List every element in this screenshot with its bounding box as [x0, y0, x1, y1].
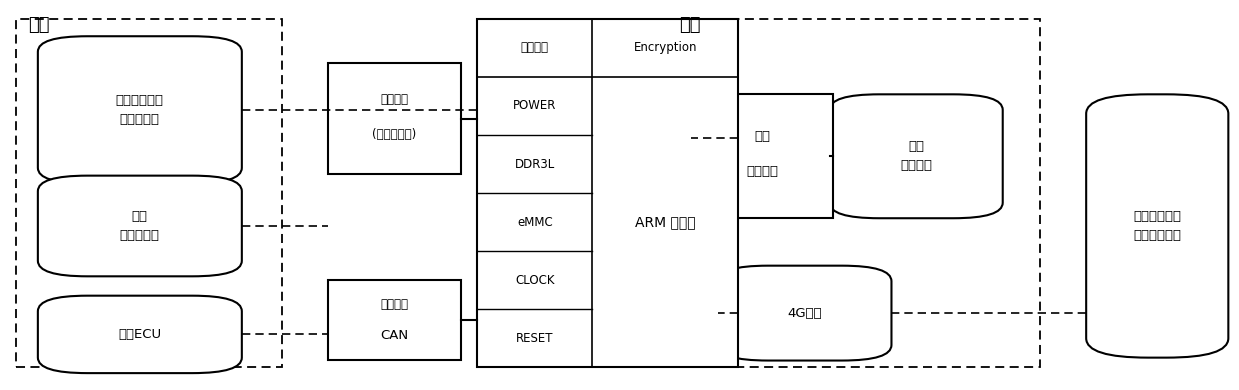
- FancyBboxPatch shape: [38, 176, 242, 277]
- Text: 输出: 输出: [679, 16, 700, 34]
- Text: 汽车: 汽车: [131, 210, 147, 223]
- Text: CLOCK: CLOCK: [515, 274, 555, 287]
- Text: (发电机信号): (发电机信号): [373, 128, 416, 140]
- FancyBboxPatch shape: [328, 63, 461, 174]
- FancyBboxPatch shape: [830, 94, 1002, 218]
- FancyBboxPatch shape: [719, 266, 892, 360]
- Text: 输入: 输入: [28, 16, 50, 34]
- Text: （摄像头）: （摄像头）: [120, 113, 160, 126]
- FancyBboxPatch shape: [38, 296, 242, 373]
- Text: 开关信号: 开关信号: [380, 93, 409, 106]
- Text: ARM 处理器: ARM 处理器: [634, 215, 695, 229]
- Text: 核心模块: 核心模块: [520, 41, 549, 54]
- Text: 本地: 本地: [908, 140, 924, 153]
- Text: （手机终端）: （手机终端）: [1134, 229, 1181, 242]
- Text: Encryption: Encryption: [633, 41, 698, 54]
- FancyBboxPatch shape: [1087, 94, 1228, 358]
- Text: POWER: POWER: [513, 99, 556, 112]
- Text: 示警装置: 示警装置: [901, 160, 932, 172]
- Text: 发动机关闭: 发动机关闭: [120, 229, 160, 242]
- Text: 控制电路: 控制电路: [746, 165, 778, 178]
- Text: 信息收集装置: 信息收集装置: [1134, 210, 1181, 223]
- FancyBboxPatch shape: [328, 280, 461, 360]
- FancyBboxPatch shape: [477, 19, 738, 367]
- Text: DDR3L: DDR3L: [514, 158, 555, 170]
- Text: 图像采集装置: 图像采集装置: [115, 94, 164, 106]
- Text: eMMC: eMMC: [517, 216, 553, 229]
- Text: 汽车ECU: 汽车ECU: [118, 328, 161, 341]
- Text: 4G模块: 4G模块: [788, 307, 823, 319]
- FancyBboxPatch shape: [38, 36, 242, 183]
- Text: 通信接口: 通信接口: [380, 298, 409, 311]
- Text: 预警: 预警: [755, 130, 771, 144]
- Text: RESET: RESET: [517, 332, 554, 345]
- FancyBboxPatch shape: [691, 94, 834, 218]
- Text: CAN: CAN: [380, 329, 409, 342]
